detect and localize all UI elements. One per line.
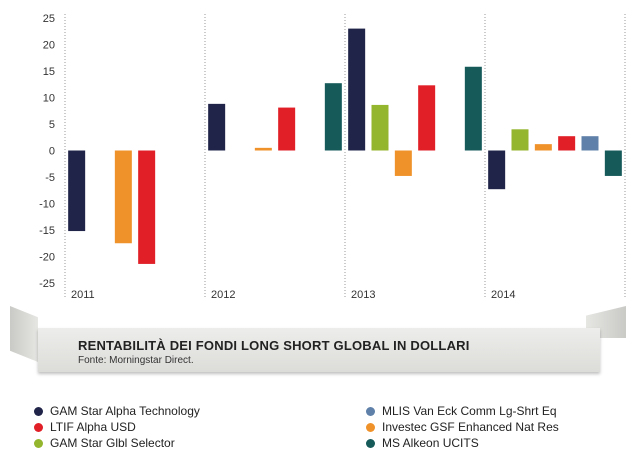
legend-swatch-icon [34, 438, 43, 448]
bar-2012-5 [324, 83, 342, 151]
legend-label: GAM Star Glbl Selector [50, 436, 175, 450]
legend-label: LTIF Alpha USD [50, 420, 136, 434]
bar-2013-0 [348, 28, 366, 151]
chart-source: Fonte: Morningstar Direct. [78, 355, 194, 366]
bar-2014-0 [488, 150, 506, 190]
bar-2014-2 [534, 144, 552, 151]
legend-label: MLIS Van Eck Comm Lg-Shrt Eq [382, 404, 557, 418]
bar-2011-0 [68, 150, 86, 232]
bar-2013-5 [464, 66, 482, 151]
chart-title: RENTABILITÀ DEI FONDI LONG SHORT GLOBAL … [78, 338, 470, 353]
x-tick-label: 2011 [71, 289, 95, 300]
bar-2014-1 [511, 129, 529, 151]
legend-item-ms-alkeon-ucits: MS Alkeon UCITS [366, 436, 479, 450]
y-tick-label: -20 [39, 252, 55, 264]
legend-item-gam-star-glbl-selector: GAM Star Glbl Selector [34, 436, 175, 450]
y-tick-label: -10 [39, 199, 55, 211]
y-tick-label: 0 [49, 146, 55, 158]
legend-item-investec-gsf: Investec GSF Enhanced Nat Res [366, 420, 559, 434]
y-tick-label: 15 [43, 66, 55, 78]
legend-swatch-icon [34, 422, 43, 432]
bar-2013-3 [418, 85, 436, 151]
x-tick-label: 2014 [491, 289, 515, 300]
bar-2014-4 [581, 136, 599, 151]
legend-swatch-icon [366, 406, 375, 416]
bar-2013-2 [394, 150, 412, 176]
bar-2013-1 [371, 104, 389, 151]
banner-panel: RENTABILITÀ DEI FONDI LONG SHORT GLOBAL … [38, 328, 600, 372]
legend-item-ltif-alpha-usd: LTIF Alpha USD [34, 420, 136, 434]
legend-label: MS Alkeon UCITS [382, 436, 479, 450]
grid-lines [64, 14, 626, 299]
legend-swatch-icon [366, 438, 375, 448]
bars [68, 28, 622, 264]
bar-2014-3 [558, 136, 576, 151]
legend-swatch-icon [366, 422, 375, 432]
y-tick-label: -15 [39, 225, 55, 237]
legend-label: Investec GSF Enhanced Nat Res [382, 420, 559, 434]
bar-2012-3 [278, 107, 296, 151]
bar-2011-3 [138, 150, 156, 264]
legend-item-mlis-van-eck: MLIS Van Eck Comm Lg-Shrt Eq [366, 404, 557, 418]
legend-label: GAM Star Alpha Technology [50, 404, 200, 418]
x-tick-label: 2012 [211, 289, 235, 300]
y-axis-ticks: 25 20 15 10 5 0 -5 -10 -15 -20 -25 [39, 13, 55, 290]
banner-left-tab [10, 306, 38, 362]
y-tick-label: 10 [43, 93, 55, 105]
bar-2012-0 [208, 103, 226, 151]
x-tick-label: 2013 [351, 289, 375, 300]
y-tick-label: 5 [49, 119, 55, 131]
y-tick-label: 25 [43, 13, 55, 25]
y-tick-label: -25 [39, 278, 55, 290]
legend: GAM Star Alpha Technology LTIF Alpha USD… [0, 398, 640, 459]
y-tick-label: 20 [43, 40, 55, 52]
y-tick-label: -5 [45, 172, 55, 184]
bar-2014-5 [604, 150, 622, 176]
legend-swatch-icon [34, 406, 43, 416]
legend-item-gam-star-alpha-technology: GAM Star Alpha Technology [34, 404, 200, 418]
chart-title-banner: RENTABILITÀ DEI FONDI LONG SHORT GLOBAL … [0, 306, 640, 372]
bar-2012-2 [254, 147, 272, 151]
x-axis-year-labels: 2011 2012 2013 2014 [71, 289, 515, 300]
bar-2011-2 [114, 150, 132, 244]
